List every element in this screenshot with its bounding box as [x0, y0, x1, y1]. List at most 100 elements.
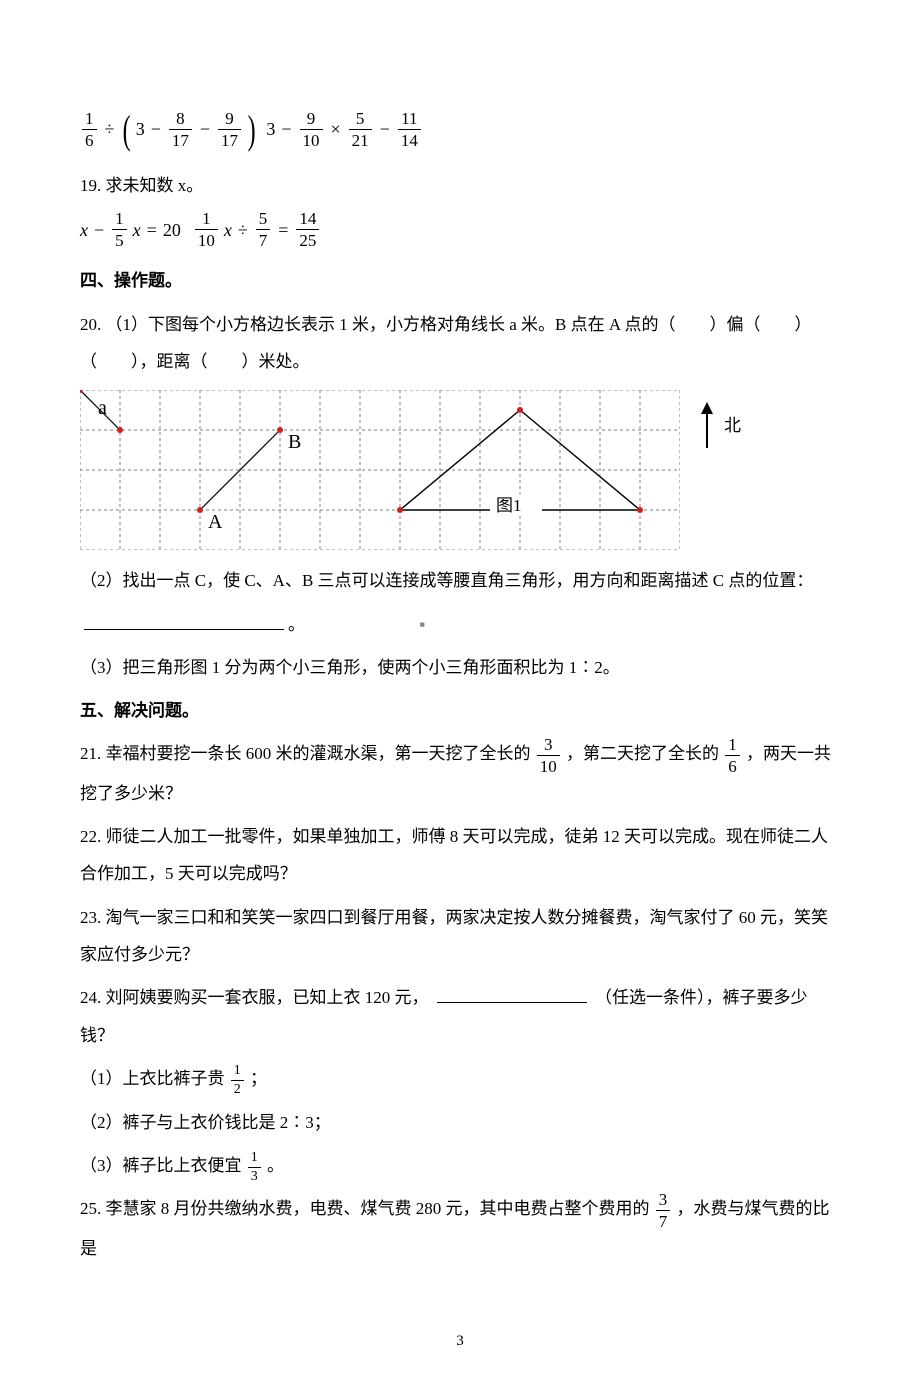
frac: 14 25: [294, 210, 321, 249]
numerator: 3: [656, 1191, 671, 1210]
var-x: x: [80, 213, 88, 247]
frac: 11 14: [396, 110, 423, 149]
numerator: 14: [296, 210, 319, 229]
q25: 25. 李慧家 8 月份共缴纳水费，电费、煤气费 280 元，其中电费占整个费用…: [80, 1190, 840, 1267]
north-indicator: 北: [698, 402, 741, 450]
numerator: 1: [82, 110, 97, 129]
answer-blank[interactable]: [437, 985, 587, 1003]
svg-text:a: a: [98, 397, 107, 419]
denominator: 3: [248, 1167, 261, 1184]
denominator: 10: [300, 129, 323, 149]
numerator: 1: [248, 1151, 261, 1167]
q20-diagram-wrap: a A B 图1 北: [80, 390, 840, 550]
q20-3: （3）把三角形图 1 分为两个小三角形，使两个小三角形面积比为 1∶2。: [80, 649, 840, 686]
op-minus: −: [376, 112, 394, 146]
numerator: 11: [398, 110, 420, 129]
op-eq: =: [274, 213, 292, 247]
frac: 1 2: [229, 1064, 246, 1097]
denominator: 6: [725, 755, 740, 775]
numerator: 1: [231, 1064, 244, 1080]
q19-label: 19. 求未知数 x。: [80, 167, 840, 204]
denominator: 6: [82, 129, 97, 149]
expr-18b: 3 − 9 10 × 5 21 − 11 14: [266, 110, 422, 149]
q20-1: 20. （1）下图每个小方格边长表示 1 米，小方格对角线长 a 米。B 点在 …: [80, 306, 840, 381]
const-3: 3: [266, 112, 275, 146]
op-minus: −: [196, 112, 214, 146]
svg-text:图1: 图1: [496, 496, 522, 515]
denominator: 14: [398, 129, 421, 149]
op-div: ÷: [234, 213, 252, 247]
denominator: 17: [218, 129, 241, 149]
section-4-title: 四、操作题。: [80, 265, 840, 297]
numerator: 1: [199, 210, 214, 229]
var-x: x: [131, 213, 141, 247]
frac: 9 17: [216, 110, 243, 149]
numerator: 9: [222, 110, 237, 129]
svg-text:A: A: [208, 511, 223, 533]
op-minus: −: [90, 213, 108, 247]
north-label: 北: [724, 410, 741, 442]
q18-expressions: 1 6 ÷ ( 3 − 8 17 − 9 17 ) 3 − 9 10 × 5 2…: [80, 110, 840, 149]
q21-text-b: ，第二天挖了全长的: [566, 744, 719, 763]
const-3: 3: [136, 112, 145, 146]
denominator: 10: [195, 229, 218, 249]
denominator: 7: [656, 1210, 671, 1230]
op-minus: −: [147, 112, 165, 146]
q20-2-text: （2）找出一点 C，使 C、A、B 三点可以连接成等腰直角三角形，用方向和距离描…: [80, 571, 813, 590]
north-arrow-icon: [698, 402, 716, 450]
q23: 23. 淘气一家三口和和笑笑一家四口到餐厅用餐，两家决定按人数分摊餐费，淘气家付…: [80, 899, 840, 974]
denominator: 2: [231, 1080, 244, 1097]
frac: 3 10: [535, 736, 562, 775]
page-number: 3: [80, 1327, 840, 1356]
rparen: ): [248, 118, 256, 142]
eq-19b: 1 10 x ÷ 5 7 = 14 25: [193, 210, 322, 249]
q24-3-tail: 。: [267, 1156, 284, 1175]
denominator: 25: [296, 229, 319, 249]
expr-18a: 1 6 ÷ ( 3 − 8 17 − 9 17 ): [80, 110, 258, 149]
center-dot-icon: ▪: [309, 615, 425, 634]
frac: 1 6: [723, 736, 742, 775]
op-times: ×: [327, 112, 345, 146]
numerator: 8: [173, 110, 188, 129]
q20-2: （2）找出一点 C，使 C、A、B 三点可以连接成等腰直角三角形，用方向和距离描…: [80, 562, 840, 599]
q24-opt2: （2）裤子与上衣价钱比是 2∶3；: [80, 1104, 840, 1141]
var-x: x: [222, 213, 232, 247]
op-eq: =: [143, 213, 161, 247]
answer-blank[interactable]: [84, 612, 284, 630]
const-20: 20: [163, 213, 181, 247]
numerator: 1: [725, 736, 740, 755]
q19-equations: x − 1 5 x = 20 1 10 x ÷ 5 7 = 14 25: [80, 210, 840, 249]
frac: 1 3: [246, 1151, 263, 1184]
numerator: 9: [304, 110, 319, 129]
frac: 1 6: [80, 110, 99, 149]
numerator: 5: [256, 210, 271, 229]
q24-opt1: （1）上衣比裤子贵 1 2 ；: [80, 1060, 840, 1097]
op-div: ÷: [101, 112, 119, 146]
frac: 8 17: [167, 110, 194, 149]
denominator: 17: [169, 129, 192, 149]
eq-19a: x − 1 5 x = 20: [80, 210, 181, 249]
frac: 3 7: [654, 1191, 673, 1230]
grid-diagram: a A B 图1: [80, 390, 680, 550]
frac: 1 5: [110, 210, 129, 249]
q24-3-text: （3）裤子比上衣便宜: [80, 1156, 242, 1175]
lparen: (: [123, 118, 131, 142]
q24-text-a: 24. 刘阿姨要购买一套衣服，已知上衣 120 元，: [80, 988, 429, 1007]
denominator: 7: [256, 229, 271, 249]
numerator: 5: [353, 110, 368, 129]
q24-1-text: （1）上衣比裤子贵: [80, 1069, 225, 1088]
frac: 1 10: [193, 210, 220, 249]
q25-text-a: 25. 李慧家 8 月份共缴纳水费，电费、煤气费 280 元，其中电费占整个费用…: [80, 1199, 650, 1218]
q24: 24. 刘阿姨要购买一套衣服，已知上衣 120 元， （任选一条件），裤子要多少…: [80, 979, 840, 1054]
op-minus: −: [277, 112, 295, 146]
q21-text-a: 21. 幸福村要挖一条长 600 米的灌溉水渠，第一天挖了全长的: [80, 744, 531, 763]
denominator: 21: [349, 129, 372, 149]
q21: 21. 幸福村要挖一条长 600 米的灌溉水渠，第一天挖了全长的 3 10 ，第…: [80, 735, 840, 812]
frac: 5 7: [254, 210, 273, 249]
numerator: 1: [112, 210, 127, 229]
denominator: 5: [112, 229, 127, 249]
q22: 22. 师徒二人加工一批零件，如果单独加工，师傅 8 天可以完成，徒弟 12 天…: [80, 818, 840, 893]
svg-text:B: B: [288, 431, 301, 453]
period: 。: [288, 615, 305, 634]
q24-1-tail: ；: [250, 1069, 267, 1088]
